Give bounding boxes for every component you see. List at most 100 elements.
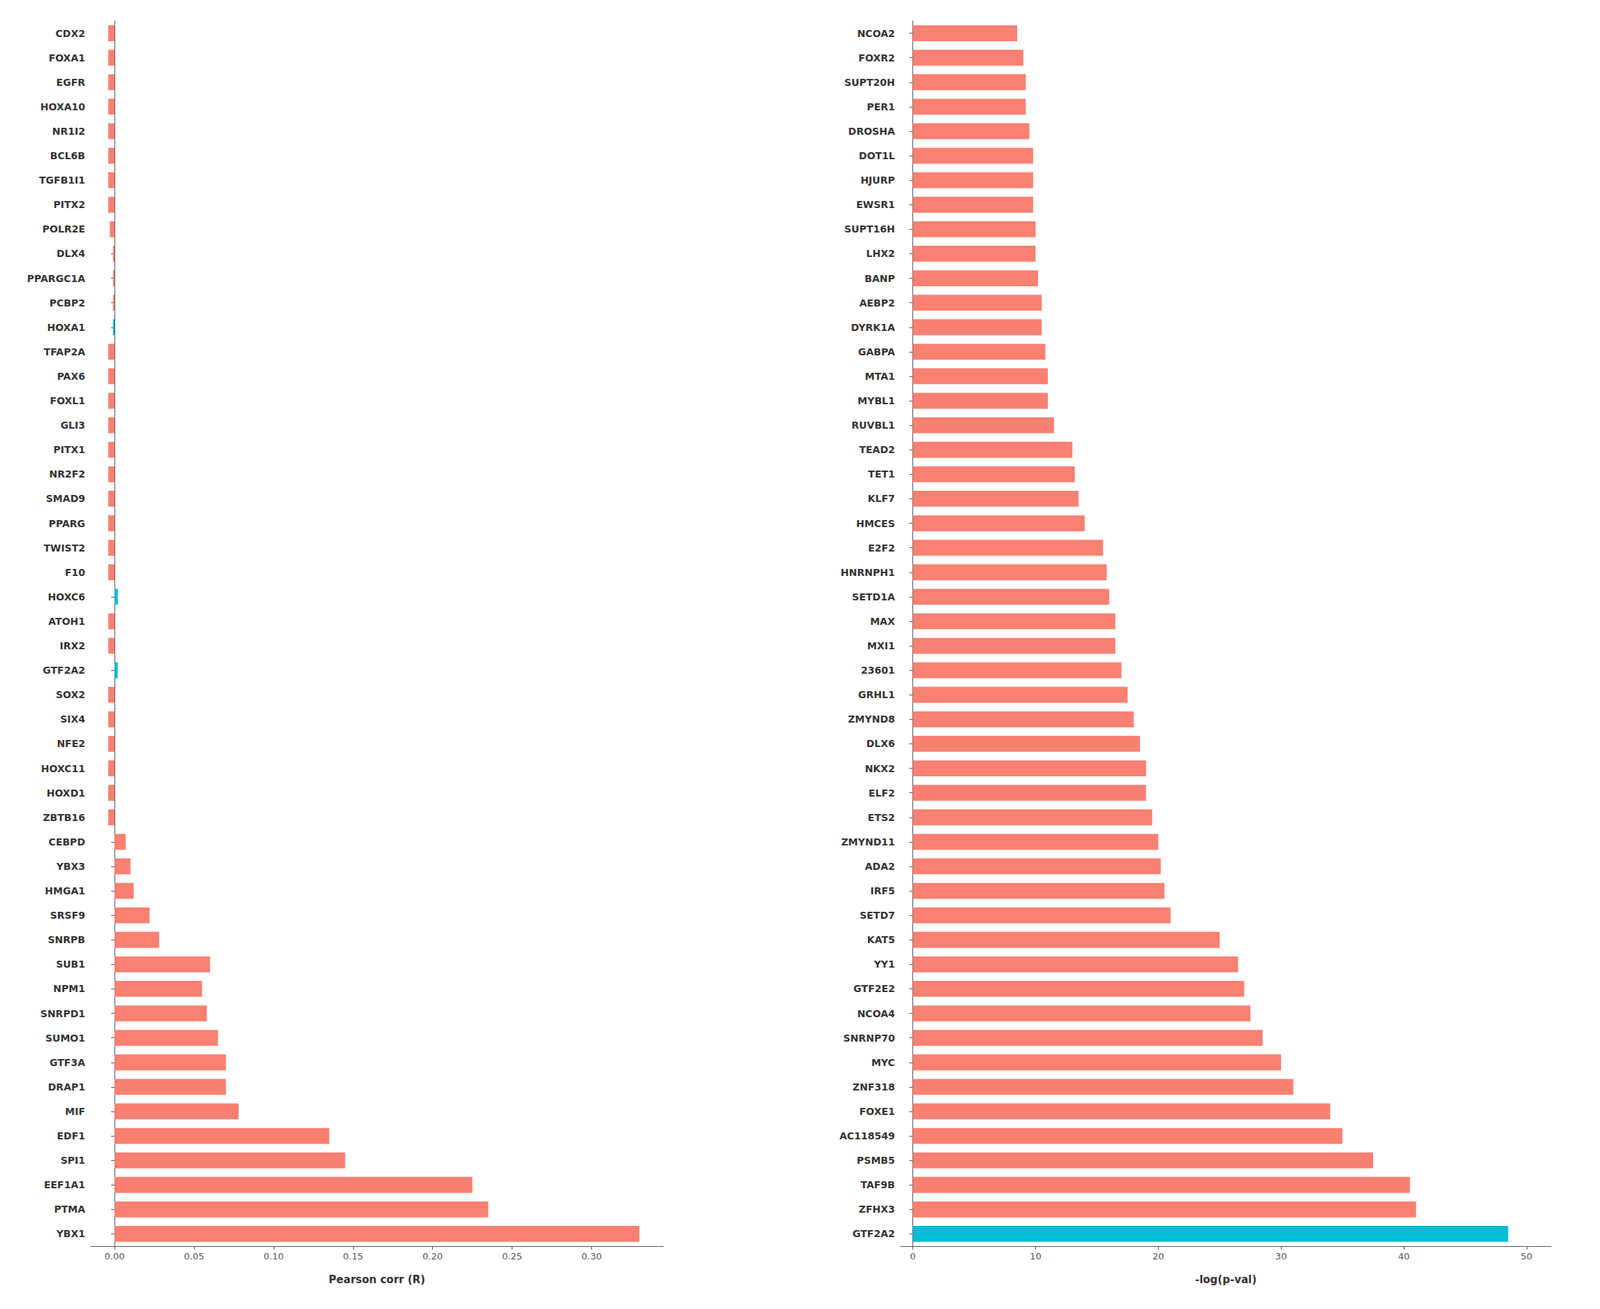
- svg-text:TEAD2: TEAD2: [859, 443, 895, 456]
- svg-text:ZBTB16: ZBTB16: [42, 811, 86, 824]
- svg-text:MYC: MYC: [871, 1056, 895, 1069]
- svg-text:FOXE1: FOXE1: [859, 1105, 895, 1117]
- svg-text:SETD7: SETD7: [859, 909, 895, 921]
- svg-text:MTA1: MTA1: [864, 370, 895, 382]
- svg-text:ZMYND8: ZMYND8: [848, 713, 895, 725]
- svg-text:CEBPD: CEBPD: [48, 836, 86, 848]
- svg-text:DLX4: DLX4: [56, 247, 86, 259]
- svg-text:-log(p-val): -log(p-val): [1195, 1273, 1257, 1286]
- svg-text:50: 50: [1521, 1250, 1533, 1262]
- svg-text:NKX2: NKX2: [864, 763, 895, 775]
- svg-text:YY1: YY1: [873, 958, 895, 970]
- svg-text:FOXL1: FOXL1: [50, 395, 86, 407]
- svg-text:SUMO1: SUMO1: [45, 1032, 86, 1044]
- svg-text:PTMA: PTMA: [53, 1203, 86, 1215]
- svg-text:DLX6: DLX6: [866, 737, 895, 750]
- svg-text:SETD1A: SETD1A: [852, 591, 896, 603]
- svg-text:IRF5: IRF5: [870, 885, 895, 897]
- svg-text:SUPT20H: SUPT20H: [844, 76, 895, 88]
- svg-text:PCBP2: PCBP2: [49, 297, 86, 309]
- svg-text:0.30: 0.30: [581, 1250, 602, 1262]
- svg-text:0.25: 0.25: [501, 1250, 523, 1262]
- svg-text:EEF1A1: EEF1A1: [43, 1179, 86, 1191]
- svg-text:ATOH1: ATOH1: [48, 615, 86, 627]
- svg-text:SIX4: SIX4: [60, 713, 86, 725]
- svg-text:GTF2A2: GTF2A2: [42, 664, 86, 676]
- svg-text:TWIST2: TWIST2: [43, 542, 86, 554]
- svg-text:DRAP1: DRAP1: [48, 1081, 86, 1093]
- svg-text:PSMB5: PSMB5: [856, 1154, 895, 1166]
- svg-text:40: 40: [1398, 1250, 1411, 1262]
- svg-text:NR2F2: NR2F2: [48, 468, 86, 480]
- svg-text:SRSF9: SRSF9: [50, 909, 86, 921]
- svg-text:F10: F10: [64, 566, 86, 579]
- svg-text:PITX1: PITX1: [53, 443, 86, 456]
- svg-text:AEBP2: AEBP2: [859, 297, 895, 309]
- svg-text:POLR2E: POLR2E: [42, 223, 86, 235]
- svg-text:10: 10: [1029, 1250, 1042, 1262]
- svg-text:SNRNP70: SNRNP70: [843, 1032, 895, 1044]
- svg-text:DROSHA: DROSHA: [848, 125, 895, 137]
- svg-text:20: 20: [1152, 1250, 1165, 1262]
- svg-text:GTF2E2: GTF2E2: [853, 982, 895, 995]
- svg-text:HOXA1: HOXA1: [47, 321, 86, 333]
- svg-text:PPARGC1A: PPARGC1A: [27, 272, 86, 285]
- svg-text:PITX2: PITX2: [53, 198, 86, 211]
- svg-text:GRHL1: GRHL1: [857, 689, 895, 701]
- svg-text:E2F2: E2F2: [867, 542, 895, 554]
- svg-text:HJURP: HJURP: [860, 174, 895, 186]
- svg-text:SUPT16H: SUPT16H: [844, 223, 895, 235]
- svg-text:YBX1: YBX1: [55, 1227, 86, 1240]
- svg-text:NFE2: NFE2: [56, 737, 86, 750]
- svg-text:TGFB1I1: TGFB1I1: [39, 174, 86, 186]
- svg-text:SUB1: SUB1: [55, 958, 86, 970]
- svg-text:EDF1: EDF1: [57, 1130, 86, 1142]
- svg-text:NCOA4: NCOA4: [857, 1008, 895, 1020]
- svg-text:YBX3: YBX3: [55, 860, 86, 872]
- svg-text:BANP: BANP: [864, 272, 895, 285]
- svg-text:SOX2: SOX2: [55, 689, 86, 701]
- svg-text:HMGA1: HMGA1: [44, 885, 86, 897]
- svg-text:IRX2: IRX2: [59, 640, 86, 652]
- svg-text:0.00: 0.00: [104, 1250, 125, 1262]
- svg-text:MAX: MAX: [869, 615, 895, 627]
- svg-text:NR1I2: NR1I2: [52, 125, 86, 137]
- svg-text:TET1: TET1: [868, 468, 895, 480]
- svg-text:GTF2A2: GTF2A2: [852, 1227, 895, 1240]
- svg-text:ZFHX3: ZFHX3: [858, 1203, 895, 1215]
- svg-text:0: 0: [909, 1250, 916, 1262]
- svg-text:MYBL1: MYBL1: [857, 395, 895, 407]
- svg-text:EWSR1: EWSR1: [855, 198, 895, 211]
- svg-text:0.15: 0.15: [342, 1250, 364, 1262]
- svg-text:CDX2: CDX2: [55, 27, 86, 40]
- svg-text:ADA2: ADA2: [864, 860, 895, 872]
- svg-text:KAT5: KAT5: [867, 934, 895, 946]
- svg-text:PAX6: PAX6: [57, 370, 86, 382]
- svg-text:0.05: 0.05: [184, 1250, 205, 1262]
- svg-text:DYRK1A: DYRK1A: [850, 321, 895, 333]
- svg-text:HOXA10: HOXA10: [40, 101, 86, 113]
- svg-text:GABPA: GABPA: [857, 346, 895, 358]
- svg-text:TAF9B: TAF9B: [860, 1179, 895, 1191]
- svg-text:SPI1: SPI1: [60, 1154, 86, 1166]
- svg-text:ZMYND11: ZMYND11: [841, 836, 895, 848]
- svg-text:RUVBL1: RUVBL1: [851, 419, 895, 431]
- svg-text:ZNF318: ZNF318: [852, 1081, 895, 1093]
- svg-text:EGFR: EGFR: [56, 76, 86, 88]
- svg-text:SNRPB: SNRPB: [47, 934, 86, 946]
- svg-text:0.20: 0.20: [422, 1250, 443, 1262]
- svg-text:BCL6B: BCL6B: [50, 150, 86, 162]
- svg-text:HOXC6: HOXC6: [48, 591, 86, 603]
- svg-text:ELF2: ELF2: [868, 787, 895, 799]
- svg-text:GTF3A: GTF3A: [49, 1056, 86, 1069]
- svg-text:SNRPD1: SNRPD1: [40, 1008, 86, 1020]
- svg-text:MXI1: MXI1: [867, 640, 895, 652]
- svg-text:Pearson corr (R): Pearson corr (R): [328, 1273, 426, 1286]
- svg-text:HOXD1: HOXD1: [46, 787, 86, 799]
- svg-text:HOXC11: HOXC11: [41, 763, 86, 775]
- svg-text:TFAP2A: TFAP2A: [43, 346, 86, 358]
- svg-text:AC118549: AC118549: [839, 1130, 895, 1142]
- svg-text:SMAD9: SMAD9: [46, 492, 86, 505]
- svg-text:MIF: MIF: [64, 1105, 86, 1117]
- svg-text:LHX2: LHX2: [866, 247, 895, 259]
